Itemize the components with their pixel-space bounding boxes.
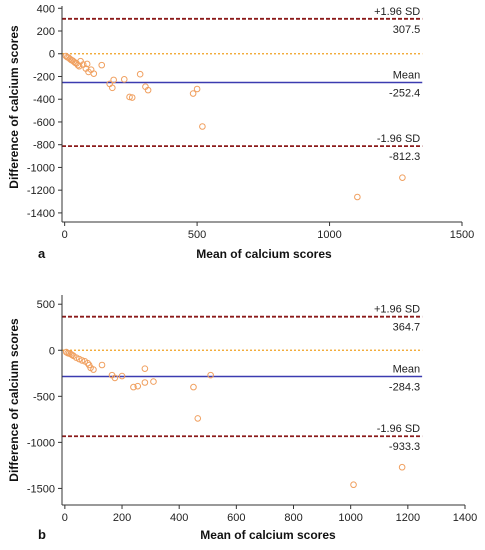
panel-b-reference-lines: +1.96 SD 364.7 Mean -284.3 -1.96 SD -933.3	[62, 304, 423, 453]
panel-a-lower-label: -1.96 SD	[377, 133, 420, 145]
panel-b-y-tick-label: -1500	[27, 483, 55, 495]
panel-b-data-point	[141, 365, 149, 372]
panel-a-y-tick-label: -1200	[27, 185, 55, 197]
panel-a-data-point	[98, 61, 106, 69]
panel-a-points	[62, 52, 406, 201]
panel-a-data-point	[354, 193, 361, 201]
panel-a-upper-label: +1.96 SD	[374, 6, 420, 18]
panel-b-data-point	[150, 378, 157, 385]
panel-b-y-tick-label: -500	[33, 391, 55, 403]
panel-b-x-tick-label: 400	[170, 512, 188, 524]
panel-a-mean-label: Mean	[393, 69, 421, 81]
panel-b-x-tick-label: 800	[284, 512, 302, 524]
panel-a-data-point	[199, 123, 206, 130]
panel-b-y-tick-label: -1000	[27, 437, 55, 449]
panel-a-data-point	[144, 86, 152, 94]
panel-a-xlabel: Mean of calcium scores	[196, 247, 332, 261]
panel-b-mean-value: -284.3	[389, 381, 420, 393]
panel-a-y-tick-label: -1000	[27, 162, 55, 174]
panel-b-data-point	[134, 382, 142, 390]
panel-a-y-tick-label: -800	[33, 140, 55, 152]
panel-b-data-point	[194, 415, 202, 422]
panel-b-data-point	[78, 357, 86, 364]
panel-b-data-point	[118, 372, 126, 380]
panel-b-data-point	[190, 383, 197, 391]
panel-b-data-point	[111, 374, 119, 382]
panel-a-data-point	[189, 90, 197, 97]
panel-a-y-tick-label: -400	[33, 94, 55, 106]
panel-a-y-tick-label: -1400	[27, 208, 55, 220]
panel-b-data-point	[98, 361, 106, 369]
panel-b-x-tick-label: 600	[227, 512, 245, 524]
panel-a-data-point	[120, 76, 128, 83]
panel-a-x-tick-label: 0	[62, 229, 68, 241]
panel-b-x-tick-label: 200	[113, 512, 131, 524]
panel-b-data-point	[398, 463, 406, 471]
panel-b-data-point	[84, 359, 92, 367]
panel-a-x-tick-label: 500	[188, 229, 206, 241]
panel-b-x-tick-label: 0	[62, 512, 68, 524]
panel-a-data-point	[90, 70, 98, 77]
panel-b-y-tick-label: 0	[49, 345, 55, 357]
panel-b-data-point	[350, 481, 357, 489]
panel-b-upper-label: +1.96 SD	[374, 304, 420, 316]
panel-a-letter: a	[38, 246, 46, 261]
panel-b-mean-label: Mean	[393, 363, 421, 375]
panel-a-x-ticks: 0 500 1000 1500	[62, 222, 474, 241]
panel-a-reference-lines: +1.96 SD 307.5 Mean -252.4 -1.96 SD -812.3	[62, 6, 423, 163]
panel-b-xlabel: Mean of calcium scores	[200, 528, 336, 542]
panel-a-x-tick-label: 1000	[317, 229, 341, 241]
panel-b-data-point	[207, 371, 214, 379]
panel-a-data-point	[109, 84, 116, 92]
panel-a-lower-value: -812.3	[389, 151, 420, 163]
panel-b-upper-value: 364.7	[393, 322, 421, 334]
panel-a-y-tick-label: -600	[33, 117, 55, 129]
panel-b-data-point	[141, 379, 149, 386]
panel-b-data-point	[130, 383, 137, 391]
panel-a-y-ticks: 400 200 0 -200 -400 -600 -800 -1000 -1200 -1400	[27, 3, 62, 220]
panel-b-y-ticks: 500 0 -500 -1000 -1500	[27, 299, 62, 495]
panel-b-x-tick-label: 1200	[396, 512, 420, 524]
panel-a-ylabel: Difference of calcium scores	[7, 25, 21, 189]
panel-b-x-tick-label: 1400	[453, 512, 477, 524]
panel-b-y-tick-label: 500	[37, 299, 55, 311]
panel-b-lower-value: -933.3	[389, 441, 420, 453]
panel-a-y-tick-label: 0	[49, 49, 55, 61]
panel-a-data-point	[110, 76, 117, 84]
panel-b-lower-label: -1.96 SD	[377, 423, 420, 435]
panel-a-y-tick-label: 400	[37, 3, 55, 15]
panel-b-data-point	[90, 366, 97, 373]
panel-a-data-point	[136, 70, 144, 78]
panel-a-x-tick-label: 1500	[450, 229, 474, 241]
panel-a-y-tick-label: -200	[33, 71, 55, 83]
panel-a-y-tick-label: 200	[37, 26, 55, 38]
chart-panel-a: Difference of calcium scores 400 200 0 -200…	[7, 3, 474, 261]
panel-b-x-ticks: 0 200 400 600 800 1000 1200 1400	[62, 505, 477, 524]
panel-b-x-tick-label: 1000	[338, 512, 362, 524]
panel-a-data-point	[126, 93, 133, 101]
panel-b-points	[62, 348, 406, 489]
panel-b-letter: b	[38, 527, 46, 542]
panel-a-data-point	[128, 94, 136, 101]
panel-a-data-point	[399, 174, 406, 181]
panel-a-data-point	[193, 85, 201, 93]
panel-b-ylabel: Difference of calcium scores	[7, 318, 21, 482]
panel-a-upper-value: 307.5	[393, 24, 421, 36]
chart-panel-b: Difference of calcium scores 500 0 -500 -10…	[7, 295, 477, 542]
panel-a-mean-value: -252.4	[389, 87, 420, 99]
panel-a-data-point	[83, 60, 91, 68]
